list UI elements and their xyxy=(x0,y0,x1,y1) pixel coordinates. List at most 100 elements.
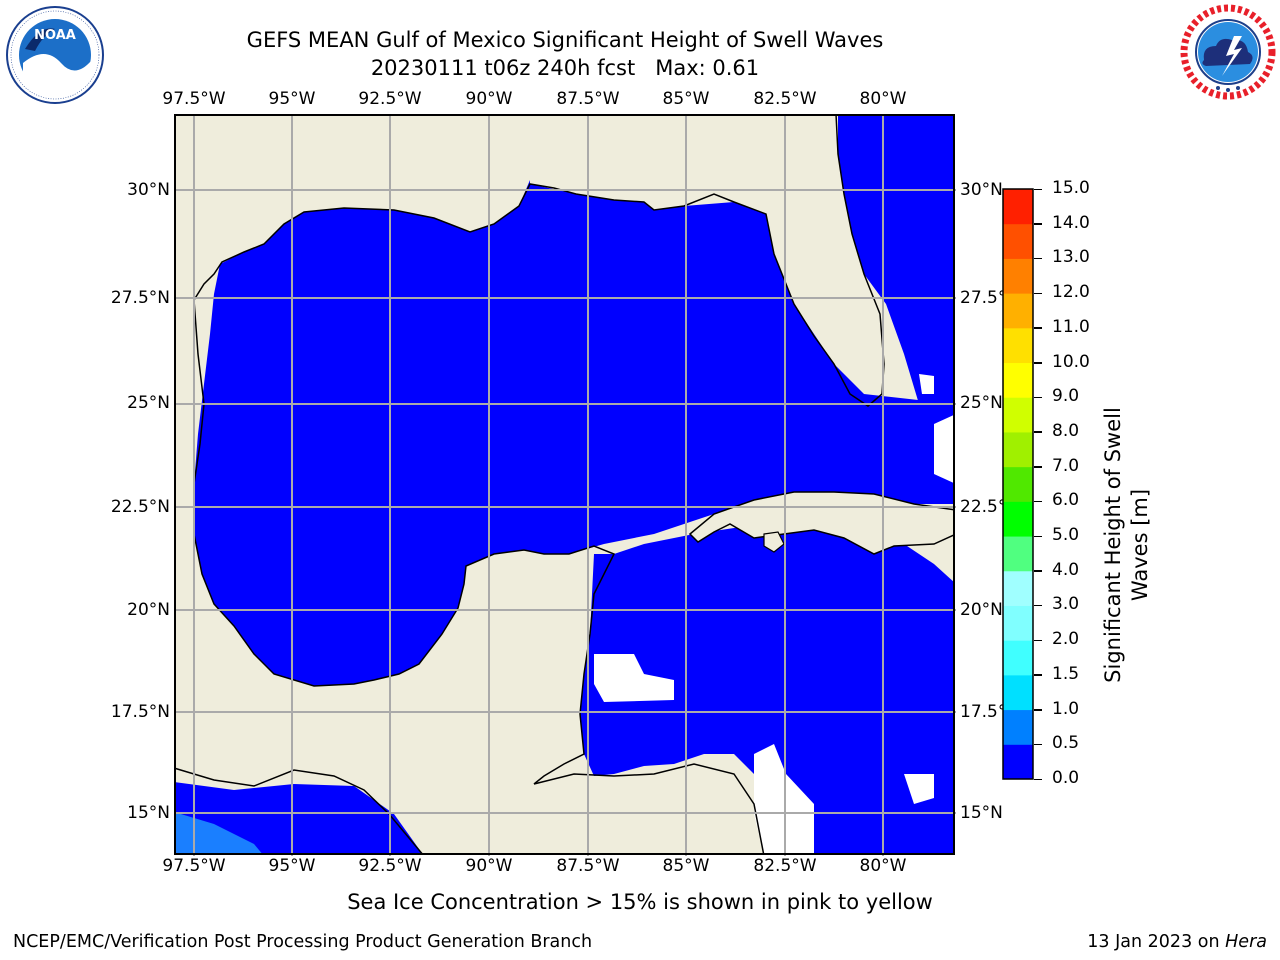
colorbar-tick-label: 9.0 xyxy=(1052,386,1080,407)
lat-label-left: 17.5°N xyxy=(110,702,170,722)
colorbar-tick-label: 0.5 xyxy=(1052,733,1080,754)
colorbar-tick-label: 0.0 xyxy=(1052,768,1080,788)
colorbar-cell xyxy=(1003,744,1033,780)
colorbar-cell xyxy=(1003,640,1033,676)
colorbar-tick xyxy=(1034,674,1042,676)
lon-label-top: 90°W xyxy=(465,89,513,109)
lat-label-right: 15°N xyxy=(960,803,1003,823)
colorbar-tick-label: 4.0 xyxy=(1052,559,1080,580)
atlantic-ocean xyxy=(838,115,954,503)
colorbar-tick-label: 11.0 xyxy=(1052,316,1090,337)
lat-label-right: 25°N xyxy=(960,393,1003,413)
colorbar-cell xyxy=(1003,501,1033,537)
lon-label-top: 92.5°W xyxy=(358,89,422,109)
lon-label-bottom: 95°W xyxy=(268,856,316,876)
footer-right: 13 Jan 2023 on Hera xyxy=(1087,932,1267,952)
lon-label-top: 80°W xyxy=(859,89,907,109)
colorbar-tick-label: 5.0 xyxy=(1052,525,1080,546)
colorbar-tick xyxy=(1034,188,1042,190)
lon-label-bottom: 82.5°W xyxy=(753,856,817,876)
map-panel xyxy=(174,114,956,856)
coastline-central-america xyxy=(175,767,424,854)
colorbar-tick-label: 7.0 xyxy=(1052,455,1080,476)
chart-subtitle: 20230111 t06z 240h fcst Max: 0.61 xyxy=(370,56,760,80)
lat-label-right: 30°N xyxy=(960,180,1003,200)
map-frame xyxy=(174,114,955,855)
colorbar-tick-label: 14.0 xyxy=(1052,212,1090,233)
coastline-honduras xyxy=(533,763,765,854)
colorbar-cell xyxy=(1003,605,1033,641)
colorbar-cell xyxy=(1003,570,1033,606)
colorbar-cell xyxy=(1003,293,1033,329)
nodata-patch xyxy=(594,654,674,702)
colorbar-tick xyxy=(1034,743,1042,746)
nodata-patch xyxy=(904,774,934,804)
colorbar-cell xyxy=(1003,327,1033,364)
colorbar-tick xyxy=(1034,639,1042,642)
lon-label-top: 85°W xyxy=(662,89,710,109)
colorbar-tick xyxy=(1034,466,1042,468)
colorbar-tick-label: 13.0 xyxy=(1052,247,1090,268)
lat-label-left: 27.5°N xyxy=(110,288,170,308)
colorbar-tick xyxy=(1034,223,1042,225)
caribbean-sea xyxy=(580,522,954,854)
lon-label-bottom: 80°W xyxy=(859,856,907,876)
colorbar-tick xyxy=(1034,431,1042,433)
svg-text:NOAA: NOAA xyxy=(34,28,76,43)
colorbar-cell xyxy=(1003,536,1033,572)
colorbar-cell xyxy=(1003,189,1033,225)
lat-label-left: 20°N xyxy=(127,600,170,620)
colorbar-tick-label: 8.0 xyxy=(1052,420,1080,441)
colorbar-cell xyxy=(1003,466,1033,502)
colorbar-tick-label: 1.5 xyxy=(1052,663,1080,684)
swell-0.5m-area xyxy=(175,812,263,854)
colorbar-tick-label: 2.0 xyxy=(1052,629,1080,650)
lat-label-right: 20°N xyxy=(960,600,1003,620)
colorbar-cell xyxy=(1003,709,1033,745)
footer-left: NCEP/EMC/Verification Post Processing Pr… xyxy=(13,932,593,952)
lon-label-bottom: 92.5°W xyxy=(358,856,422,876)
noaa-logo: NOAA xyxy=(6,6,104,104)
colorbar-cell xyxy=(1003,223,1033,259)
lat-label-left: 30°N xyxy=(127,180,170,200)
lon-label-top: 95°W xyxy=(268,89,316,109)
colorbar-tick-label: 10.0 xyxy=(1052,351,1090,372)
colorbar-tick xyxy=(1034,362,1042,364)
colorbar-tick-label: 12.0 xyxy=(1052,282,1090,303)
colorbar-cell xyxy=(1003,258,1033,294)
colorbar-cell xyxy=(1003,674,1033,711)
colorbar-tick-label: 6.0 xyxy=(1052,490,1080,511)
lon-label-top: 82.5°W xyxy=(753,89,817,109)
lat-label-left: 22.5°N xyxy=(110,497,170,517)
colorbar-label: Significant Height of Swell Waves [m] xyxy=(1101,407,1152,683)
nodata-patch xyxy=(919,374,934,394)
isla-de-la-juventud xyxy=(763,531,785,553)
colorbar-tick xyxy=(1034,500,1042,503)
colorbar xyxy=(1002,188,1034,780)
colorbar-tick-label: 3.0 xyxy=(1052,594,1080,615)
colorbar-tick xyxy=(1034,535,1042,538)
colorbar-tick xyxy=(1034,604,1042,607)
sea-ice-note: Sea Ice Concentration > 15% is shown in … xyxy=(347,890,933,914)
colorbar-tick-label: 1.0 xyxy=(1052,698,1080,719)
nodata-patch xyxy=(934,414,954,484)
lon-label-bottom: 90°W xyxy=(465,856,513,876)
colorbar-cell xyxy=(1003,397,1033,433)
lat-label-left: 25°N xyxy=(127,393,170,413)
gulf-of-mexico xyxy=(194,180,954,686)
colorbar-cell xyxy=(1003,431,1033,468)
nws-logo xyxy=(1180,4,1276,100)
chart-title: GEFS MEAN Gulf of Mexico Significant Hei… xyxy=(246,28,884,52)
colorbar-tick-label: 15.0 xyxy=(1052,178,1090,198)
colorbar-tick xyxy=(1034,396,1042,399)
colorbar-tick xyxy=(1034,292,1042,295)
colorbar-tick xyxy=(1034,327,1042,329)
lon-label-top: 87.5°W xyxy=(556,89,620,109)
lon-label-bottom: 87.5°W xyxy=(556,856,620,876)
footer-host: Hera xyxy=(1225,932,1267,952)
lon-label-top: 97.5°W xyxy=(162,89,226,109)
colorbar-tick xyxy=(1034,257,1042,260)
lon-label-bottom: 85°W xyxy=(662,856,710,876)
colorbar-tick xyxy=(1034,709,1042,711)
footer-date: 13 Jan 2023 on xyxy=(1087,932,1226,952)
